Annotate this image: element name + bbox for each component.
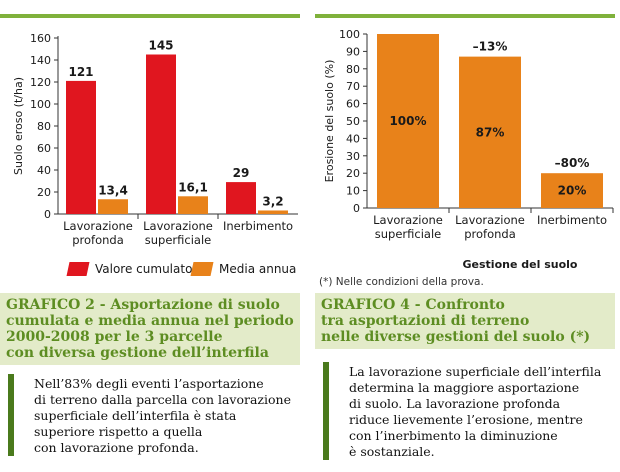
- y-tick-label: 80: [346, 63, 360, 76]
- y-tick-label: 100: [339, 28, 360, 41]
- bar-erosione: [541, 173, 603, 208]
- text-line: con l’inerbimento la diminuzione: [349, 428, 558, 443]
- y-tick-label: 20: [346, 167, 360, 180]
- caption-line: tra asportazioni di terreno: [321, 313, 530, 329]
- y-tick-label: 80: [37, 120, 51, 133]
- panel-grafico-4: 0 10 20 30 40 50 60 70 80 90 100 Erosione del suolo…: [315, 0, 615, 472]
- caption-label: GRAFICO 2 -: [6, 297, 106, 313]
- y-tick-label: 160: [30, 32, 51, 45]
- y-axis-label: Erosione del suolo (%): [323, 60, 336, 183]
- legend-swatch-orange: [190, 262, 214, 276]
- text-line: La lavorazione superficiale dell’interfi…: [349, 364, 602, 379]
- y-tick-label: 0: [353, 202, 360, 215]
- data-label: 16,1: [178, 180, 208, 194]
- bar-media-annua: [178, 196, 208, 214]
- y-tick-label: 120: [30, 76, 51, 89]
- bar-valore-cumulato: [226, 182, 256, 214]
- text-line: determina la maggiore asportazione: [349, 380, 580, 395]
- bar-change-label: –80%: [555, 156, 590, 170]
- footnote: (*) Nelle condizioni della prova.: [319, 276, 484, 288]
- text-line: Nell’83% degli eventi l’asportazione: [34, 376, 264, 391]
- y-tick-label: 40: [37, 164, 51, 177]
- text-line: è sostanziale.: [349, 444, 435, 459]
- data-label: 29: [233, 166, 250, 180]
- bar-valore-cumulato: [66, 80, 96, 215]
- text-line: superiore rispetto a quella: [34, 424, 203, 439]
- bar-inner-label: 20%: [558, 184, 587, 198]
- x-category-label: Lavorazione: [143, 219, 213, 233]
- x-category-label: Inerbimento: [537, 213, 607, 227]
- data-label: 121: [68, 65, 93, 79]
- caption-label: GRAFICO 4 -: [321, 297, 421, 313]
- y-tick-label: 60: [346, 98, 360, 111]
- x-category-label: Lavorazione: [455, 213, 525, 227]
- caption-grafico-4: GRAFICO 4 - Confronto tra asportazioni d…: [315, 293, 615, 349]
- text-box-right: La lavorazione superficiale dell’interfi…: [323, 362, 613, 460]
- caption-line: 2000-2008 per le 3 parcelle: [6, 329, 223, 345]
- chart-grafico-2: 0 20 40 60 80 100 120 140 160 Suolo eroso (t/ha) 1…: [12, 32, 298, 247]
- text-line: di terreno dalla parcella con lavorazion…: [34, 392, 291, 407]
- y-tick-label: 10: [346, 185, 360, 198]
- caption-line: Asportazione di suolo: [105, 297, 280, 313]
- caption-line: Confronto: [420, 297, 505, 313]
- legend-item-valore-cumulato: Valore cumulato: [66, 262, 193, 276]
- chart-grafico-4: 0 10 20 30 40 50 60 70 80 90 100 Erosione del suolo…: [323, 28, 614, 271]
- panel-grafico-2: 0 20 40 60 80 100 120 140 160 Suolo eroso (t/ha) 1…: [0, 0, 300, 472]
- x-category-label: Inerbimento: [223, 219, 293, 233]
- bar-media-annua: [98, 199, 128, 214]
- y-tick-label: 140: [30, 54, 51, 67]
- text-line: di suolo. La lavorazione profonda: [349, 396, 561, 411]
- caption-line: cumulata e media annua nel periodo: [6, 313, 294, 329]
- x-category-label: Lavorazione: [373, 213, 443, 227]
- x-category-label: superficiale: [375, 227, 441, 241]
- bar-inner-label: 100%: [389, 114, 426, 128]
- top-rule: [0, 14, 300, 18]
- legend-label: Valore cumulato: [95, 262, 193, 276]
- x-axis-label: Gestione del suolo: [463, 258, 578, 271]
- bar-erosione: [459, 56, 521, 209]
- bar-valore-cumulato: [146, 54, 176, 214]
- bar-change-label: –13%: [473, 40, 508, 54]
- x-category-label: Lavorazione: [63, 219, 133, 233]
- caption-grafico-2: GRAFICO 2 - Asportazione di suolo cumula…: [0, 293, 300, 365]
- data-label: 145: [148, 39, 173, 53]
- y-tick-label: 50: [346, 115, 360, 128]
- y-tick-label: 60: [37, 142, 51, 155]
- y-axis-label: Suolo eroso (t/ha): [12, 77, 25, 175]
- y-tick-label: 90: [346, 45, 360, 58]
- x-category-label: profonda: [72, 233, 124, 247]
- y-tick-label: 30: [346, 150, 360, 163]
- data-label: 3,2: [262, 194, 283, 208]
- text-box-left: Nell’83% degli eventi l’asportazione di …: [8, 374, 298, 456]
- caption-line: con diversa gestione dell’interfila: [6, 345, 269, 361]
- x-category-label: profonda: [464, 227, 516, 241]
- text-line: riduce lievemente l’erosione, mentre: [349, 412, 583, 427]
- bar-media-annua: [258, 210, 288, 214]
- caption-line: nelle diverse gestioni del suolo (*): [321, 329, 591, 345]
- data-label: 13,4: [98, 183, 128, 197]
- y-tick-label: 20: [37, 186, 51, 199]
- y-tick-label: 0: [44, 208, 51, 221]
- y-tick-label: 100: [30, 98, 51, 111]
- legend-label: Media annua: [219, 262, 297, 276]
- x-category-label: superficiale: [145, 233, 211, 247]
- text-line: superficiale dell’interfila è stata: [34, 408, 237, 423]
- top-rule: [315, 14, 615, 18]
- y-tick-label: 40: [346, 132, 360, 145]
- text-line: con lavorazione profonda.: [34, 440, 199, 455]
- bar-erosione: [377, 34, 439, 208]
- legend-item-media-annua: Media annua: [190, 262, 297, 276]
- legend-swatch-red: [66, 262, 90, 276]
- y-tick-label: 70: [346, 80, 360, 93]
- bar-inner-label: 87%: [476, 125, 505, 139]
